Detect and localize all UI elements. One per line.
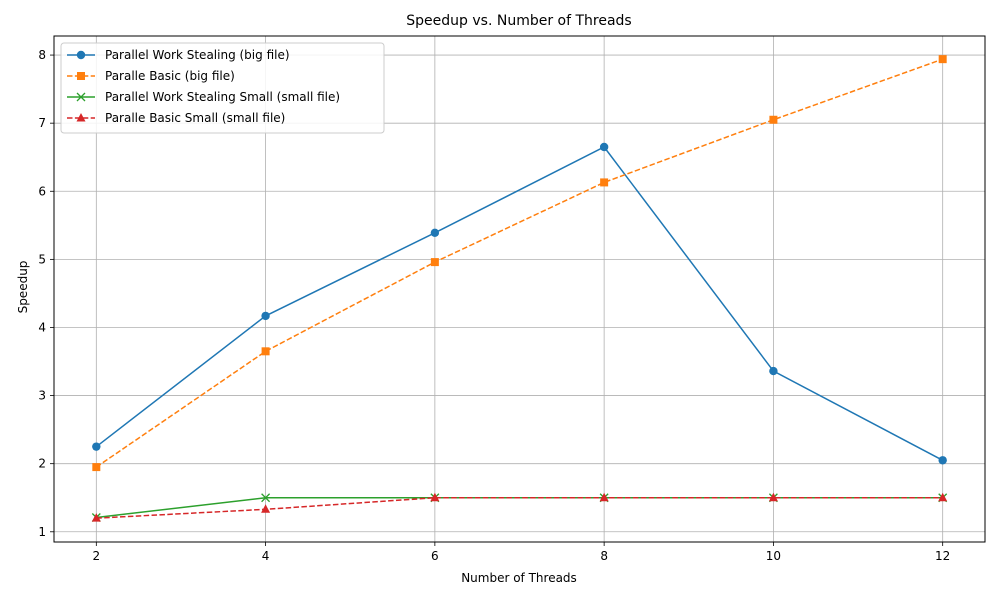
data-point xyxy=(92,442,101,451)
data-point xyxy=(261,504,271,513)
x-tick-label: 10 xyxy=(766,549,781,563)
data-point xyxy=(769,115,778,124)
series-line xyxy=(95,58,943,468)
y-tick-label: 8 xyxy=(38,48,46,62)
data-point xyxy=(430,228,440,238)
series-line xyxy=(95,146,944,461)
legend-label: Parallel Work Stealing (big file) xyxy=(105,48,290,62)
legend-box xyxy=(60,42,385,134)
x-tick-label: 6 xyxy=(431,549,439,563)
x-tick-label: 2 xyxy=(92,549,100,563)
y-tick-label: 7 xyxy=(38,116,46,130)
y-tick-label: 1 xyxy=(38,525,46,539)
data-point xyxy=(599,142,609,152)
legend-entry: Paralle Basic (big file) xyxy=(67,69,235,83)
legend-marker xyxy=(76,50,86,60)
data-point xyxy=(261,347,270,356)
series-line xyxy=(96,496,943,519)
legend-label: Parallel Work Stealing Small (small file… xyxy=(105,90,340,104)
data-point xyxy=(92,463,101,472)
legend-label: Paralle Basic (big file) xyxy=(105,69,235,83)
x-tick-label: 8 xyxy=(600,549,608,563)
legend-entry: Parallel Work Stealing (big file) xyxy=(67,48,290,62)
data-point xyxy=(261,493,271,503)
data-point xyxy=(430,258,439,267)
data-point xyxy=(938,55,947,64)
chart-title: Speedup vs. Number of Threads xyxy=(406,13,631,29)
data-point xyxy=(768,492,778,502)
y-tick-label: 6 xyxy=(38,184,46,198)
y-tick-label: 3 xyxy=(38,389,46,403)
data-point xyxy=(938,456,947,465)
data-point xyxy=(91,513,101,522)
grid-lines xyxy=(54,36,985,542)
y-tick-label: 4 xyxy=(38,320,46,334)
data-point xyxy=(938,492,948,502)
y-axis-label: Speedup xyxy=(16,261,30,314)
data-point xyxy=(430,492,440,502)
legend-entry: Paralle Basic Small (small file) xyxy=(67,111,285,125)
plot-frame xyxy=(53,35,986,543)
legend-marker xyxy=(76,92,86,102)
x-tick-label: 12 xyxy=(935,549,950,563)
legend: Parallel Work Stealing (big file) Paralle… xyxy=(60,42,385,134)
series-4 xyxy=(91,492,948,522)
data-point xyxy=(769,366,778,376)
legend-marker xyxy=(76,113,86,122)
x-axis-label: Number of Threads xyxy=(461,571,577,585)
x-tick-label: 4 xyxy=(262,549,270,563)
data-point xyxy=(600,178,609,187)
series-line xyxy=(96,496,943,519)
y-tick-label: 2 xyxy=(38,457,46,471)
series-2 xyxy=(92,55,947,472)
data-point xyxy=(261,311,270,321)
data-point xyxy=(599,492,609,502)
legend-marker xyxy=(77,72,85,80)
series-layer xyxy=(91,55,948,522)
series-1 xyxy=(92,142,947,465)
legend-entry: Parallel Work Stealing Small (small file… xyxy=(67,90,340,104)
y-tick-label: 5 xyxy=(38,252,46,266)
legend-label: Paralle Basic Small (small file) xyxy=(105,111,285,125)
